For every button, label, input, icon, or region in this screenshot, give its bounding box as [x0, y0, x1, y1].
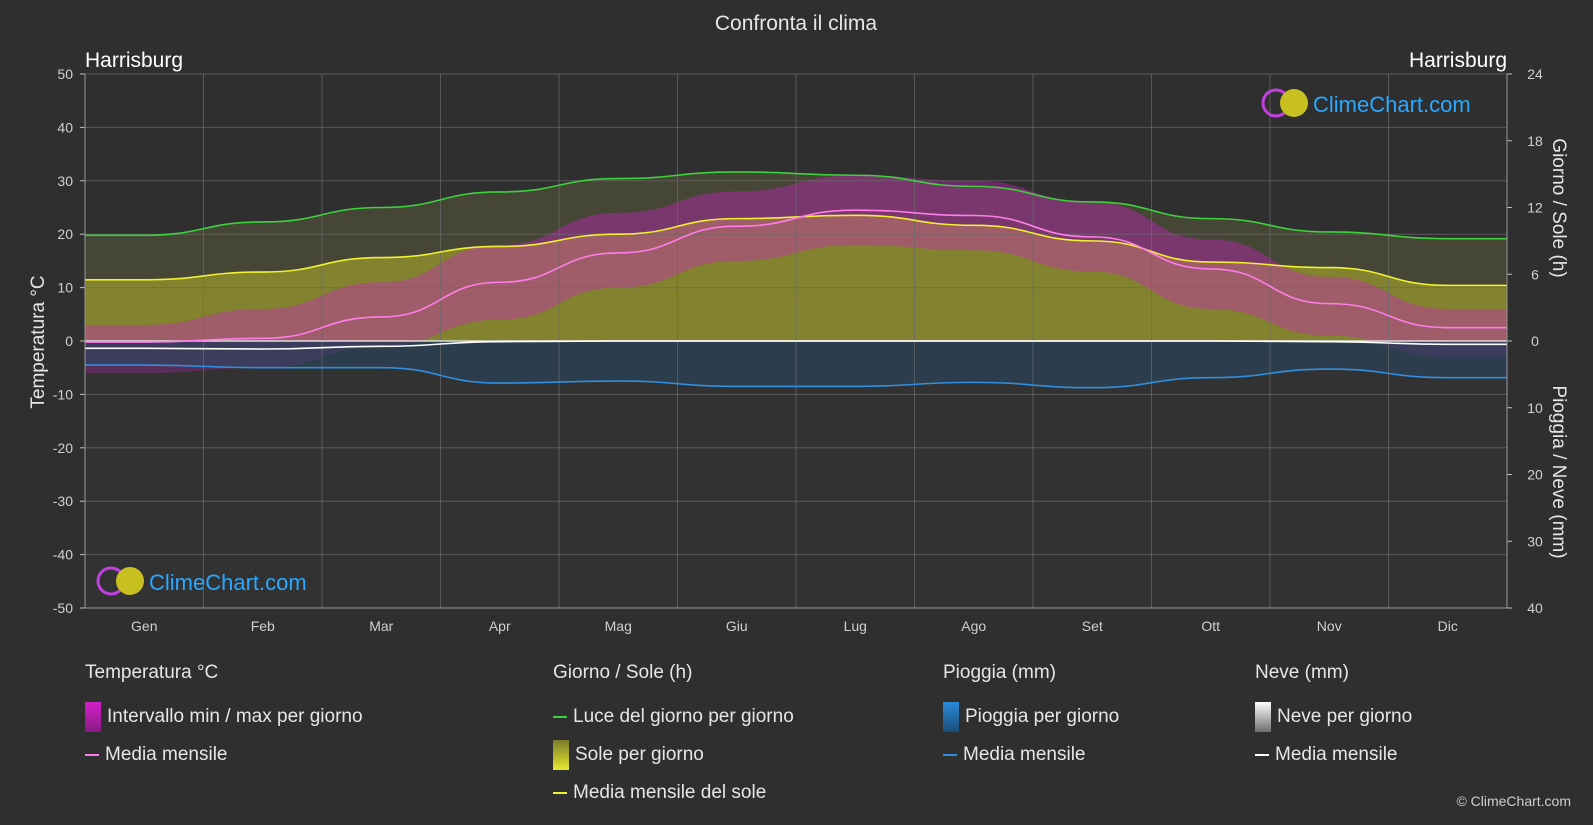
legend-item: Luce del giorno per giorno: [553, 698, 794, 736]
right-precip-tick-label: 10: [1527, 400, 1543, 416]
legend-item: Media mensile: [943, 736, 1119, 774]
month-label: Lug: [844, 618, 867, 634]
legend-header: Pioggia (mm): [943, 662, 1056, 683]
rain-mean-line: [85, 364, 1507, 389]
logo-bottom[interactable]: ClimeChart.com: [96, 566, 307, 596]
logo-top[interactable]: ClimeChart.com: [1261, 88, 1471, 118]
right-precip-tick-label: 20: [1527, 467, 1543, 483]
legend-item: Media mensile del sole: [553, 774, 794, 812]
legend-item: Sole per giorno: [553, 736, 794, 774]
legend-temperature: Temperatura °C Intervallo min / max per …: [85, 662, 363, 774]
month-label: Mar: [369, 618, 393, 634]
right-hours-tick-label: 24: [1527, 66, 1543, 82]
swatch-rain-mean: [943, 754, 957, 756]
legend-item: Pioggia per giorno: [943, 698, 1119, 736]
left-tick-label: 50: [57, 66, 73, 82]
left-tick-label: 30: [57, 173, 73, 189]
month-label: Mag: [605, 618, 632, 634]
snow-mean-line: [84, 340, 1507, 350]
temp-mean-line: [84, 209, 1507, 343]
month-label: Dic: [1438, 618, 1458, 634]
right-hours-tick-label: 18: [1527, 133, 1543, 149]
swatch-sunshine: [553, 740, 569, 770]
logo-sun-icon: [1280, 89, 1308, 117]
legend-header: Neve (mm): [1255, 662, 1349, 683]
chart-axes: 50 40 30 20 10 0 -10 -20 -30 -40 -50 24 18 12 6 0 10 20 30…: [53, 66, 1543, 634]
legend-item: Neve per giorno: [1255, 698, 1412, 736]
left-tick-label: 10: [57, 280, 73, 296]
sun-mean-line: [85, 214, 1507, 287]
left-tick-label: -40: [53, 547, 73, 563]
month-label: Ago: [961, 618, 986, 634]
left-tick-label: -50: [53, 600, 73, 616]
month-label: Gen: [131, 618, 157, 634]
left-tick-label: -30: [53, 493, 73, 509]
legend-sun: Giorno / Sole (h) Luce del giorno per gi…: [553, 662, 794, 812]
month-label: Ott: [1201, 618, 1220, 634]
chart-title: Confronta il clima: [715, 12, 878, 35]
swatch-temp-range: [85, 702, 101, 732]
swatch-snow: [1255, 702, 1271, 732]
chart-lines: [84, 171, 1507, 389]
left-tick-label: 20: [57, 226, 73, 242]
month-label: Giu: [726, 618, 748, 634]
left-axis-label: Temperatura °C: [28, 275, 49, 408]
right-hours-tick-label: 6: [1531, 266, 1539, 282]
month-label: Set: [1082, 618, 1103, 634]
month-label: Nov: [1317, 618, 1342, 634]
logo-text: ClimeChart.com: [149, 570, 307, 595]
month-label: Feb: [251, 618, 275, 634]
location-left: Harrisburg: [85, 49, 183, 72]
legend-item: Media mensile: [85, 736, 363, 774]
month-label: Apr: [489, 618, 511, 634]
left-tick-label: -20: [53, 440, 73, 456]
daylight-line: [85, 171, 1507, 240]
right-hours-tick-label: 0: [1531, 333, 1539, 349]
left-tick-label: -10: [53, 386, 73, 402]
swatch-sun-mean: [553, 792, 567, 794]
left-tick-label: 0: [65, 333, 73, 349]
right-precip-tick-label: 40: [1527, 600, 1543, 616]
swatch-daylight: [553, 716, 567, 718]
right-precip-tick-label: 30: [1527, 533, 1543, 549]
legend-rain: Pioggia (mm) Pioggia per giorno Media me…: [943, 662, 1119, 774]
legend-snow: Neve (mm) Neve per giorno Media mensile: [1255, 662, 1412, 774]
left-tick-label: 40: [57, 119, 73, 135]
legend-item: Media mensile: [1255, 736, 1412, 774]
swatch-rain: [943, 702, 959, 732]
swatch-temp-mean: [85, 754, 99, 756]
legend-header: Temperatura °C: [85, 662, 219, 683]
right-hours-tick-label: 12: [1527, 200, 1543, 216]
legend-item: Intervallo min / max per giorno: [85, 698, 363, 736]
location-right: Harrisburg: [1409, 49, 1507, 72]
swatch-snow-mean: [1255, 754, 1269, 756]
right-bottom-axis-label: Pioggia / Neve (mm): [1548, 385, 1569, 558]
legend-header: Giorno / Sole (h): [553, 662, 693, 683]
copyright: © ClimeChart.com: [1456, 793, 1571, 809]
logo-text: ClimeChart.com: [1313, 92, 1471, 117]
logo-sun-icon: [116, 567, 144, 595]
right-top-axis-label: Giorno / Sole (h): [1548, 138, 1569, 277]
